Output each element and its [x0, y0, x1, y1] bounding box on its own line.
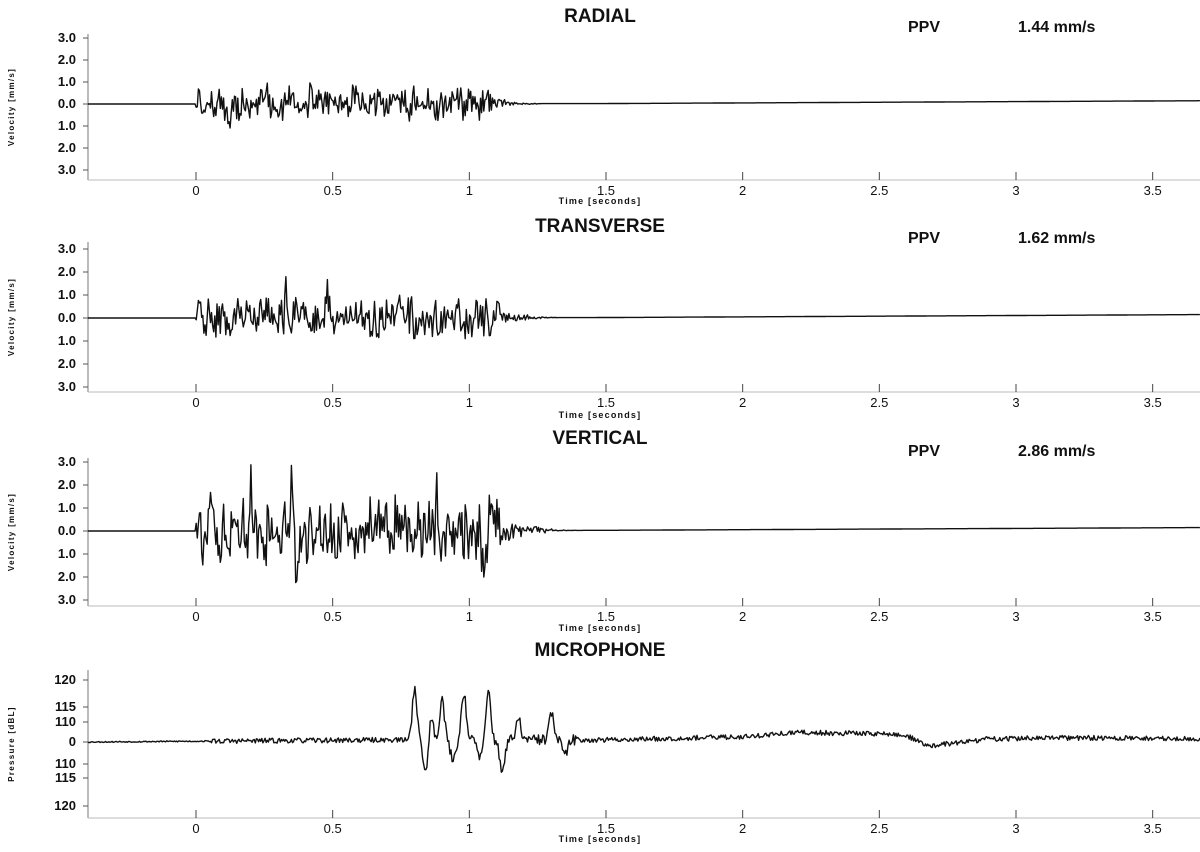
x-tick-label: 1 [466, 609, 473, 624]
y-axis-label: Pressure [dBL] [7, 706, 16, 782]
x-tick-label: 1 [466, 821, 473, 836]
x-tick-label: 1.5 [597, 183, 615, 198]
waveform-line-transverse [88, 276, 1200, 340]
y-tick-label: 1.0 [58, 546, 76, 561]
x-tick-label: 0 [192, 609, 199, 624]
x-tick-label: 3.5 [1144, 183, 1162, 198]
x-tick-label: 1 [466, 183, 473, 198]
y-tick-label: 1.0 [58, 74, 76, 89]
y-tick-label: 0.0 [58, 96, 76, 111]
y-tick-label: 3.0 [58, 30, 76, 45]
chart-panel-radial: RADIAL PPV 1.44 mm/s 3.0 2.0 1.0 0.0 1.0 2.0 3.0 V… [7, 6, 1200, 206]
waveform-line-vertical [88, 464, 1200, 584]
chart-title: MICROPHONE [535, 640, 666, 661]
y-axis-label: Velocity [mm/s] [7, 68, 16, 146]
chart-title: RADIAL [564, 6, 636, 27]
y-tick-label: 0.0 [58, 310, 76, 325]
y-tick-label: 110 [55, 756, 76, 771]
x-tick-label: 3 [1012, 183, 1019, 198]
x-axis-label: Time [seconds] [559, 410, 642, 420]
y-tick-label: 3.0 [58, 162, 76, 177]
x-tick-label: 1.5 [597, 821, 615, 836]
waveform-line-microphone [87, 685, 1200, 773]
y-tick-label: 2.0 [58, 477, 76, 492]
ppv-label: PPV [908, 443, 940, 460]
y-tick-label: 2.0 [58, 356, 76, 371]
waveform-line-radial [88, 82, 1200, 129]
y-tick-label: 0 [69, 734, 76, 749]
x-tick-label: 1.5 [597, 609, 615, 624]
ppv-value: 1.62 mm/s [1018, 230, 1095, 247]
x-tick-label: 2 [739, 395, 746, 410]
x-tick-label: 3 [1012, 395, 1019, 410]
x-tick-label: 2 [739, 821, 746, 836]
y-tick-label: 1.0 [58, 333, 76, 348]
x-tick-label: 2.5 [870, 821, 888, 836]
x-tick-label: 3 [1012, 609, 1019, 624]
ppv-value: 1.44 mm/s [1018, 19, 1095, 36]
y-tick-label: 3.0 [58, 379, 76, 394]
x-axis-label: Time [seconds] [559, 196, 642, 206]
ppv-label: PPV [908, 230, 940, 247]
y-tick-label: 2.0 [58, 569, 76, 584]
y-tick-label: 1.0 [58, 118, 76, 133]
y-tick-label: 0.0 [58, 523, 76, 538]
x-tick-label: 2.5 [870, 609, 888, 624]
y-tick-label: 2.0 [58, 52, 76, 67]
y-tick-label: 3.0 [58, 454, 76, 469]
x-tick-label: 0.5 [324, 395, 342, 410]
y-tick-label: 120 [54, 672, 76, 687]
x-tick-label: 3.5 [1144, 821, 1162, 836]
x-tick-label: 3.5 [1144, 395, 1162, 410]
y-tick-label: 2.0 [58, 264, 76, 279]
x-tick-label: 0.5 [324, 821, 342, 836]
ppv-label: PPV [908, 19, 940, 36]
y-tick-label: 115 [55, 770, 76, 785]
x-tick-label: 3 [1012, 821, 1019, 836]
chart-panel-transverse: TRANSVERSE PPV 1.62 mm/s 3.0 2.0 1.0 0.0 1.0 2.0… [7, 216, 1200, 420]
x-tick-label: 0 [192, 395, 199, 410]
ppv-value: 2.86 mm/s [1018, 443, 1095, 460]
x-tick-label: 2 [739, 183, 746, 198]
x-tick-label: 0 [192, 821, 199, 836]
y-axis-label: Velocity [mm/s] [7, 493, 16, 571]
y-tick-label: 120 [54, 798, 76, 813]
y-tick-label: 3.0 [58, 592, 76, 607]
x-tick-label: 1 [466, 395, 473, 410]
x-tick-label: 3.5 [1144, 609, 1162, 624]
y-axis-label: Velocity [mm/s] [7, 278, 16, 356]
x-tick-label: 0.5 [324, 609, 342, 624]
x-tick-label: 2.5 [870, 183, 888, 198]
y-tick-label: 1.0 [58, 287, 76, 302]
x-tick-label: 2 [739, 609, 746, 624]
y-tick-label: 110 [55, 714, 76, 729]
x-tick-label: 2.5 [870, 395, 888, 410]
y-tick-label: 115 [55, 699, 76, 714]
x-axis-label: Time [seconds] [559, 623, 642, 633]
chart-panel-vertical: VERTICAL PPV 2.86 mm/s 3.0 2.0 1.0 0.0 1.0 2.0 3.… [7, 428, 1200, 633]
x-tick-label: 1.5 [597, 395, 615, 410]
x-axis-label: Time [seconds] [559, 834, 642, 844]
y-tick-label: 1.0 [58, 500, 76, 515]
chart-title: TRANSVERSE [535, 216, 665, 237]
x-tick-label: 0.5 [324, 183, 342, 198]
y-tick-label: 2.0 [58, 140, 76, 155]
y-tick-label: 3.0 [58, 241, 76, 256]
chart-title: VERTICAL [553, 428, 648, 449]
x-tick-label: 0 [192, 183, 199, 198]
